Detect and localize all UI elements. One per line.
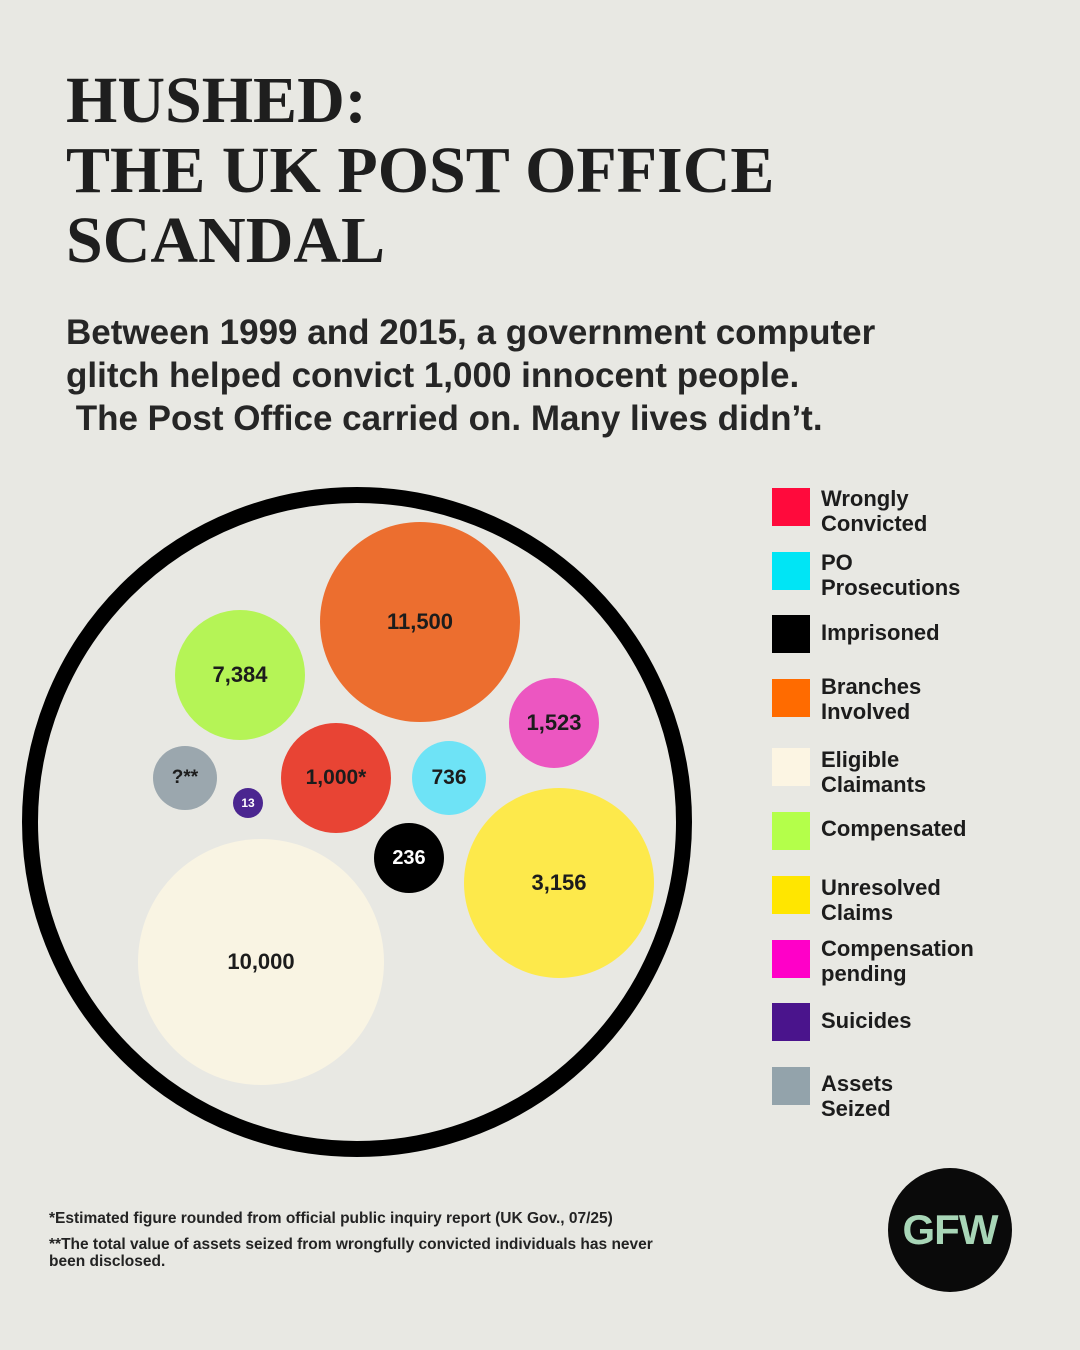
legend-swatch-eligible-claimants	[772, 748, 810, 786]
page-title: HUSHED: THE UK POST OFFICE SCANDAL	[66, 66, 774, 276]
bubble-compensation-pending: 1,523	[509, 678, 599, 768]
gfw-logo: GFW	[888, 1168, 1012, 1292]
bubble-eligible-claimants: 10,000	[138, 839, 384, 1085]
legend-label-line: Prosecutions	[821, 574, 961, 600]
legend-label-line: Imprisoned	[821, 620, 940, 645]
legend-label-line: PO	[821, 550, 853, 575]
legend-label-suicides: Suicides	[821, 1008, 912, 1034]
footnote-line: been disclosed.	[49, 1253, 166, 1270]
bubble-imprisoned: 236	[374, 823, 444, 893]
subtitle-line: Between 1999 and 2015, a government comp…	[66, 313, 876, 352]
legend-label-branches-involved: Branches Involved	[821, 674, 922, 724]
legend-label-compensation-pending: Compensation pending	[821, 936, 974, 986]
footnote-line: **The total value of assets seized from …	[49, 1236, 653, 1253]
footnote-estimate: *Estimated figure rounded from official …	[49, 1210, 613, 1227]
legend-label-unresolved-claims: Unresolved Claims	[821, 875, 941, 925]
legend-label-eligible-claimants: Eligible Claimants	[821, 747, 927, 797]
legend-label-line: Suicides	[821, 1008, 912, 1033]
legend-label-line: Seized	[821, 1095, 891, 1121]
legend-label-line: Wrongly	[821, 486, 909, 511]
legend-swatch-compensation-pending	[772, 940, 810, 978]
bubble-compensated: 7,384	[175, 610, 305, 740]
legend-label-line: Claims	[821, 899, 894, 925]
bubble-label-unresolved-claims: 3,156	[531, 870, 587, 895]
legend-label-line: Claimants	[821, 771, 927, 797]
bubble-wrongly-convicted: 1,000*	[281, 723, 391, 833]
legend-swatch-unresolved-claims	[772, 876, 810, 914]
bubble-label-compensated: 7,384	[212, 662, 268, 687]
legend-swatch-suicides	[772, 1003, 810, 1041]
legend-label-po-prosecutions: PO Prosecutions	[821, 550, 961, 600]
bubble-label-wrongly-convicted: 1,000*	[305, 766, 367, 789]
legend-label-line: Branches	[821, 674, 922, 699]
bubble-assets-seized: ?**	[153, 746, 217, 810]
legend-label-compensated: Compensated	[821, 816, 967, 842]
legend-label-line: Convicted	[821, 510, 928, 536]
title-line: SCANDAL	[66, 204, 386, 277]
legend-label-line: Involved	[821, 698, 911, 724]
subtitle: Between 1999 and 2015, a government comp…	[66, 311, 875, 440]
subtitle-line: glitch helped convict 1,000 innocent peo…	[66, 356, 800, 395]
legend-label-line: Eligible	[821, 747, 900, 772]
bubble-branches-involved: 11,500	[320, 522, 520, 722]
legend-label-assets-seized: Assets Seized	[821, 1071, 894, 1121]
legend-swatch-wrongly-convicted	[772, 488, 810, 526]
bubble-label-po-prosecutions: 736	[431, 766, 467, 789]
bubble-suicides: 13	[233, 788, 263, 818]
legend-label-line: pending	[821, 960, 907, 986]
bubble-po-prosecutions: 736	[412, 741, 486, 815]
logo-text: GFW	[902, 1206, 999, 1253]
legend-swatch-compensated	[772, 812, 810, 850]
subtitle-line: The Post Office carried on. Many lives d…	[66, 399, 823, 438]
bubble-label-eligible-claimants: 10,000	[227, 949, 295, 974]
title-line: HUSHED:	[66, 64, 367, 137]
legend-label-line: Assets	[821, 1071, 894, 1096]
legend-label-imprisoned: Imprisoned	[821, 620, 940, 646]
bubble-label-compensation-pending: 1,523	[526, 710, 582, 735]
footnotes: *Estimated figure rounded from official …	[49, 1210, 653, 1270]
legend-swatch-po-prosecutions	[772, 552, 810, 590]
legend-label-line: Compensated	[821, 816, 967, 841]
bubble-unresolved-claims: 3,156	[464, 788, 654, 978]
bubble-label-assets-seized: ?**	[171, 767, 199, 788]
legend-swatch-branches-involved	[772, 679, 810, 717]
bubble-label-branches-involved: 11,500	[386, 609, 454, 634]
bubble-label-suicides: 13	[241, 796, 255, 810]
legend-swatch-imprisoned	[772, 615, 810, 653]
legend-label-line: Unresolved	[821, 875, 941, 900]
bubble-label-imprisoned: 236	[392, 846, 426, 869]
legend-label-line: Compensation	[821, 936, 974, 961]
title-line: THE UK POST OFFICE	[66, 134, 775, 207]
legend-swatch-assets-seized	[772, 1067, 810, 1105]
footnote-assets: **The total value of assets seized from …	[49, 1236, 653, 1270]
legend-label-wrongly-convicted: Wrongly Convicted	[821, 486, 928, 536]
